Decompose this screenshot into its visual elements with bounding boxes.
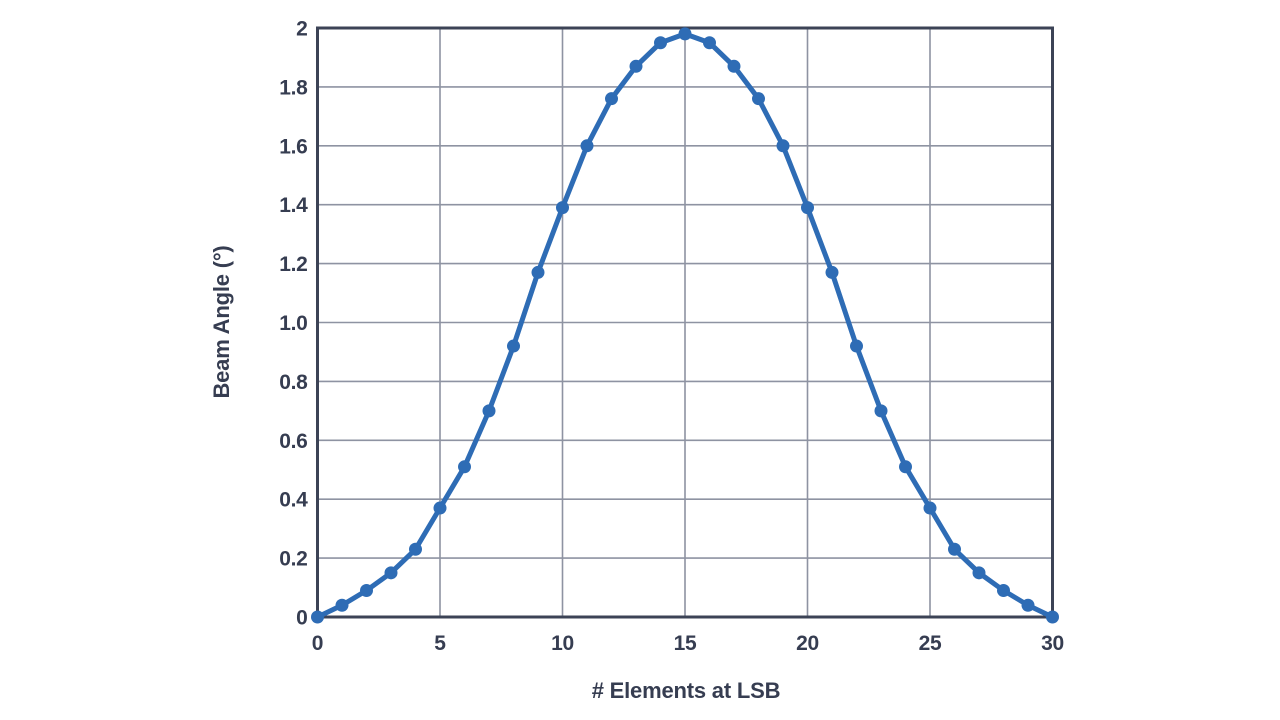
data-point (360, 583, 373, 597)
data-point (899, 460, 912, 474)
data-point (335, 598, 349, 612)
data-point (507, 339, 520, 353)
y-tick-label: 1.4 (279, 194, 308, 217)
x-tick-label: 5 (434, 632, 446, 655)
y-tick-label: 0.8 (279, 371, 308, 394)
x-tick-label: 25 (919, 632, 942, 655)
y-tick-label: 0 (296, 607, 307, 630)
y-tick-label: 0.4 (279, 489, 308, 512)
data-point (825, 265, 839, 279)
data-point (311, 610, 324, 624)
x-tick-labels: 0 5 10 15 20 25 30 (312, 632, 1064, 655)
y-tick-labels: 0 0.2 0.4 0.6 0.8 1.0 1.2 1.4 1.6 1.8 2 (279, 18, 308, 630)
data-point (654, 36, 667, 50)
y-tick-label: 1.2 (279, 253, 307, 276)
data-point (458, 460, 471, 474)
data-point (580, 139, 594, 153)
y-tick-label: 0.2 (279, 548, 307, 571)
y-tick-label: 0.6 (279, 430, 307, 453)
data-points-group (311, 27, 1059, 624)
y-tick-label: 2 (296, 18, 307, 41)
data-point (776, 139, 790, 153)
x-axis-title: # Elements at LSB (592, 678, 781, 703)
data-point (727, 59, 741, 73)
data-point (997, 583, 1010, 597)
data-point (850, 339, 863, 353)
data-point (752, 92, 765, 106)
data-point (531, 265, 545, 279)
data-point (556, 201, 569, 215)
data-point (703, 36, 716, 50)
y-tick-label: 1.0 (279, 312, 307, 335)
y-axis-title: Beam Angle (°) (209, 245, 234, 398)
x-tick-label: 30 (1041, 632, 1064, 655)
data-point (972, 566, 986, 580)
data-point (678, 27, 692, 41)
data-point (923, 501, 937, 515)
x-tick-label: 10 (551, 632, 574, 655)
data-point (384, 566, 398, 580)
x-tick-label: 20 (796, 632, 819, 655)
x-tick-label: 15 (674, 632, 697, 655)
data-point (948, 542, 961, 556)
x-tick-label: 0 (312, 632, 323, 655)
data-point (801, 201, 814, 215)
data-point (482, 404, 496, 418)
data-point (629, 59, 643, 73)
data-point (433, 501, 447, 515)
data-point (1021, 598, 1035, 612)
data-point (874, 404, 888, 418)
y-tick-label: 1.8 (279, 76, 308, 99)
y-tick-label: 1.6 (279, 135, 307, 158)
data-point (1046, 610, 1059, 624)
data-point (605, 92, 618, 106)
data-point (409, 542, 422, 556)
